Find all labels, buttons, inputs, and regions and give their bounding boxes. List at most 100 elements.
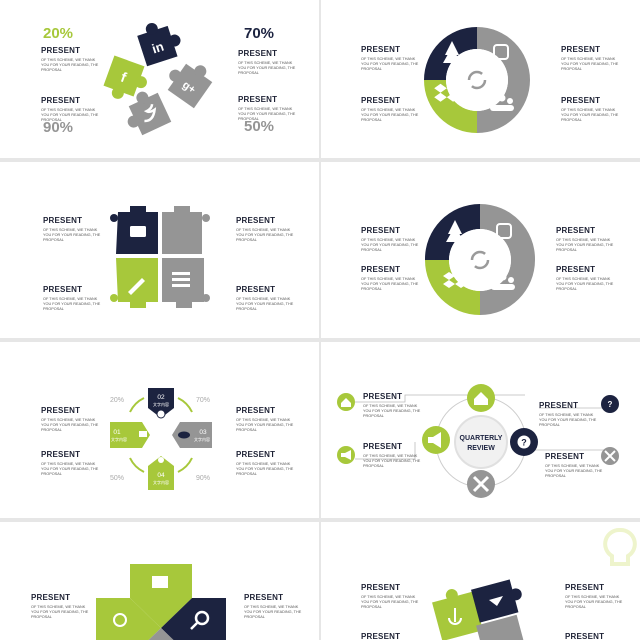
instagram-icon — [496, 223, 512, 239]
block-body: OF THIS SCHEME, WE THANK YOU FOR YOUR RE… — [545, 464, 603, 479]
text-block-top-left: PRESENT OF THIS SCHEME, WE THANK YOU FOR… — [41, 406, 119, 434]
refresh-icon — [467, 70, 487, 90]
text-block-top-left: PRESENT OF THIS SCHEME, WE THANK YOU FOR… — [361, 45, 439, 73]
slide-6[interactable]: PRESENT OF THIS SCHEME, WE THANK YOU FOR… — [321, 342, 640, 518]
gear-ring-graphic — [424, 204, 536, 315]
slide-2[interactable]: PRESENT OF THIS SCHEME, WE THANK YOU FOR… — [321, 0, 640, 158]
refresh-icon — [470, 250, 490, 270]
ring-graphic — [424, 27, 530, 133]
block-title: PRESENT — [556, 265, 596, 274]
block-body: OF THIS SCHEME, WE THANK YOU FOR YOUR RE… — [236, 228, 294, 243]
text-block-bottom-right: PRESENT OF THIS SCHEME, WE THANK YOU FOR… — [236, 285, 314, 313]
review-graphic: ? QUARTERLY REVIEW ? — [337, 384, 619, 498]
pct-50: 50% — [110, 475, 124, 482]
step-04-label: 文字内容 — [153, 479, 169, 485]
slide-7[interactable]: PRESENT OF THIS SCHEME, WE THANK YOU FOR… — [0, 522, 319, 640]
block-body: OF THIS SCHEME, WE THANK YOU FOR YOUR RE… — [238, 61, 296, 76]
block-body: OF THIS SCHEME, WE THANK YOU FOR YOUR RE… — [236, 462, 294, 477]
block-title: PRESENT — [361, 96, 401, 105]
list-icon — [172, 272, 190, 287]
text-block-bottom-right: PRESENT OF THIS SCHEME, WE THANK YOU FOR… — [236, 450, 314, 478]
tools-icon — [472, 475, 490, 493]
slide-3[interactable]: PRESENT OF THIS SCHEME, WE THANK YOU FOR… — [0, 162, 319, 338]
step-02-number: 02 — [157, 394, 165, 401]
text-block-top-left: PRESENT OF THIS SCHEME, WE THANK YOU FOR… — [363, 392, 441, 420]
search-icon — [194, 610, 210, 626]
puzzle-graphic: in f g+ — [103, 22, 213, 136]
block-body: OF THIS SCHEME, WE THANK YOU FOR YOUR RE… — [361, 108, 419, 123]
block-title: PRESENT — [236, 285, 276, 294]
block-title: PRESENT — [561, 96, 601, 105]
block-title: PRESENT — [236, 450, 276, 459]
presentation-icon — [152, 576, 168, 588]
block-title: PRESENT — [361, 583, 401, 592]
block-title: PRESENT — [41, 406, 81, 415]
block-body: OF THIS SCHEME, WE THANK YOU FOR YOUR RE… — [556, 238, 614, 253]
block-body: OF THIS SCHEME, WE THANK YOU FOR YOUR RE… — [361, 595, 419, 610]
block-title: PRESENT — [561, 45, 601, 54]
block-body: OF THIS SCHEME, WE THANK YOU FOR YOUR RE… — [41, 462, 99, 477]
block-title: PRESENT — [238, 49, 278, 58]
pct-90: 90% — [196, 475, 210, 482]
block-body: OF THIS SCHEME, WE THANK YOU FOR YOUR RE… — [361, 238, 419, 253]
question-icon: ? — [521, 438, 527, 448]
block-body: OF THIS SCHEME, WE THANK YOU FOR YOUR RE… — [41, 58, 99, 73]
facebook-icon: f — [119, 69, 129, 86]
slide-8[interactable]: PRESENT OF THIS SCHEME, WE THANK YOU FOR… — [321, 522, 640, 640]
instagram-icon — [493, 44, 509, 60]
slide-1[interactable]: 20% PRESENT OF THIS SCHEME, WE THANK YOU… — [0, 0, 319, 158]
text-block-top-right: PRESENT OF THIS SCHEME, WE THANK YOU FOR… — [236, 406, 314, 434]
text-block-bottom-right: PRESENT OF THIS SCHEME, WE THANK YOU FOR… — [545, 452, 623, 480]
dropbox-icon — [434, 83, 460, 102]
block-body: OF THIS SCHEME, WE THANK YOU FOR YOUR RE… — [363, 404, 421, 419]
slide-5[interactable]: PRESENT OF THIS SCHEME, WE THANK YOU FOR… — [0, 342, 319, 518]
text-block-top-right: PRESENT OF THIS SCHEME, WE THANK YOU FOR… — [236, 216, 314, 244]
block-body: OF THIS SCHEME, WE THANK YOU FOR YOUR RE… — [561, 108, 619, 123]
text-block-bottom-left: PRESENT — [361, 632, 439, 640]
percent-top-right: 70% — [244, 25, 275, 42]
user-icon — [158, 457, 164, 463]
step-01-label: 文字内容 — [111, 436, 127, 442]
block-body: OF THIS SCHEME, WE THANK YOU FOR YOUR RE… — [236, 297, 294, 312]
text-block-bottom-left: PRESENT OF THIS SCHEME, WE THANK YOU FOR… — [41, 450, 119, 478]
home-icon — [474, 392, 488, 405]
block-body: OF THIS SCHEME, WE THANK YOU FOR YOUR RE… — [31, 605, 89, 620]
slide-4[interactable]: PRESENT OF THIS SCHEME, WE THANK YOU FOR… — [321, 162, 640, 338]
step-03-label: 文字内容 — [194, 436, 210, 442]
block-title: PRESENT — [363, 392, 403, 401]
linkedin-piece: in — [137, 22, 181, 67]
text-block-bottom-left: PRESENT OF THIS SCHEME, WE THANK YOU FOR… — [41, 96, 119, 124]
text-block-bottom-right: PRESENT OF THIS SCHEME, WE THANK YOU FOR… — [238, 95, 316, 123]
block-title: PRESENT — [556, 226, 596, 235]
tools-icon — [604, 450, 616, 462]
facebook-piece: f — [103, 55, 147, 99]
block-title: PRESENT — [31, 593, 71, 602]
block-title: PRESENT — [361, 226, 401, 235]
center-title-line1: QUARTERLY — [460, 435, 503, 442]
team-icon — [113, 613, 127, 627]
text-block-top-right: PRESENT OF THIS SCHEME, WE THANK YOU FOR… — [561, 45, 639, 73]
pct-20: 20% — [110, 397, 124, 404]
twitter-piece — [127, 91, 172, 136]
split-square-graphic — [96, 564, 226, 640]
block-title: PRESENT — [565, 583, 605, 592]
text-block-top-right: PRESENT OF THIS SCHEME, WE THANK YOU FOR… — [539, 401, 617, 429]
clock-icon — [156, 409, 166, 419]
steps-graphic: 02 文字内容 03 文字内容 04 文字内容 01 文字内容 20% 70% … — [110, 388, 212, 490]
block-body: OF THIS SCHEME, WE THANK YOU FOR YOUR RE… — [238, 107, 296, 122]
block-body: OF THIS SCHEME, WE THANK YOU FOR YOUR RE… — [361, 57, 419, 72]
step-04-number: 04 — [157, 472, 165, 479]
block-title: PRESENT — [41, 46, 81, 55]
dropbox-icon — [443, 272, 467, 288]
eye-icon — [178, 431, 190, 439]
block-title: PRESENT — [43, 216, 83, 225]
home-icon — [341, 398, 351, 407]
step-03-number: 03 — [199, 429, 207, 436]
text-block-bottom-left: PRESENT OF THIS SCHEME, WE THANK YOU FOR… — [361, 96, 439, 124]
text-block-top-left: PRESENT OF THIS SCHEME, WE THANK YOU FOR… — [361, 226, 439, 254]
gear-graphic — [110, 206, 210, 308]
text-block-bottom-left: PRESENT OF THIS SCHEME, WE THANK YOU FOR… — [363, 442, 441, 470]
block-body: OF THIS SCHEME, WE THANK YOU FOR YOUR RE… — [41, 108, 99, 123]
linkedin-icon: in — [150, 39, 166, 57]
block-body: OF THIS SCHEME, WE THANK YOU FOR YOUR RE… — [556, 277, 614, 292]
